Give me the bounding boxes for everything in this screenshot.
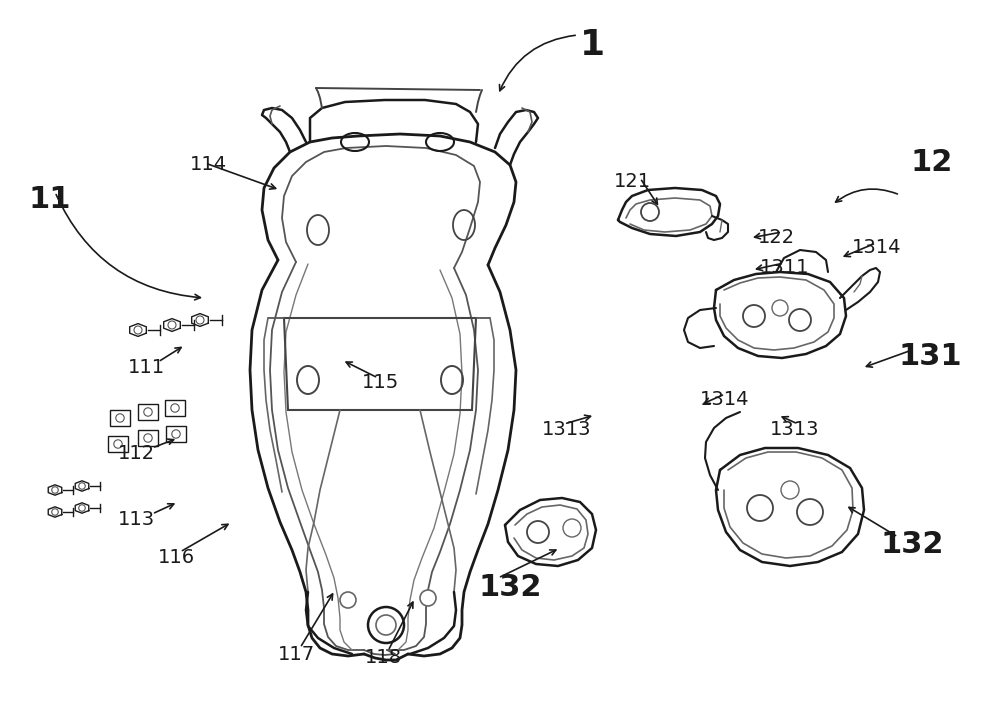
Text: 117: 117	[278, 645, 315, 664]
Text: 122: 122	[758, 228, 795, 247]
Text: 1: 1	[580, 28, 605, 62]
Text: 113: 113	[118, 510, 155, 529]
Text: 1311: 1311	[760, 258, 810, 277]
Bar	[166, 426, 186, 441]
Bar	[110, 411, 130, 426]
Text: 118: 118	[365, 648, 402, 667]
Text: 132: 132	[880, 530, 944, 559]
Text: 116: 116	[158, 548, 195, 567]
Bar	[138, 404, 158, 420]
Text: 112: 112	[118, 444, 155, 463]
Circle shape	[743, 305, 765, 327]
Bar	[138, 430, 158, 446]
Text: 121: 121	[614, 172, 651, 191]
Circle shape	[340, 592, 356, 608]
Circle shape	[368, 607, 404, 643]
Circle shape	[772, 300, 788, 316]
Circle shape	[527, 521, 549, 543]
Bar	[108, 437, 128, 452]
Circle shape	[781, 481, 799, 499]
Circle shape	[789, 309, 811, 331]
Circle shape	[797, 499, 823, 525]
Text: 111: 111	[128, 358, 165, 377]
Text: 12: 12	[910, 148, 952, 177]
Circle shape	[641, 203, 659, 221]
Text: 1314: 1314	[852, 238, 902, 257]
Circle shape	[420, 590, 436, 606]
Text: 132: 132	[478, 573, 542, 602]
Circle shape	[376, 615, 396, 635]
Text: 1314: 1314	[700, 390, 750, 409]
Text: 11: 11	[28, 185, 70, 214]
Text: 131: 131	[898, 342, 962, 371]
Circle shape	[747, 495, 773, 521]
Text: 1313: 1313	[770, 420, 820, 439]
Bar	[165, 400, 185, 415]
Text: 1313: 1313	[542, 420, 592, 439]
Text: 115: 115	[362, 373, 399, 392]
Circle shape	[563, 519, 581, 537]
Text: 114: 114	[190, 155, 227, 174]
